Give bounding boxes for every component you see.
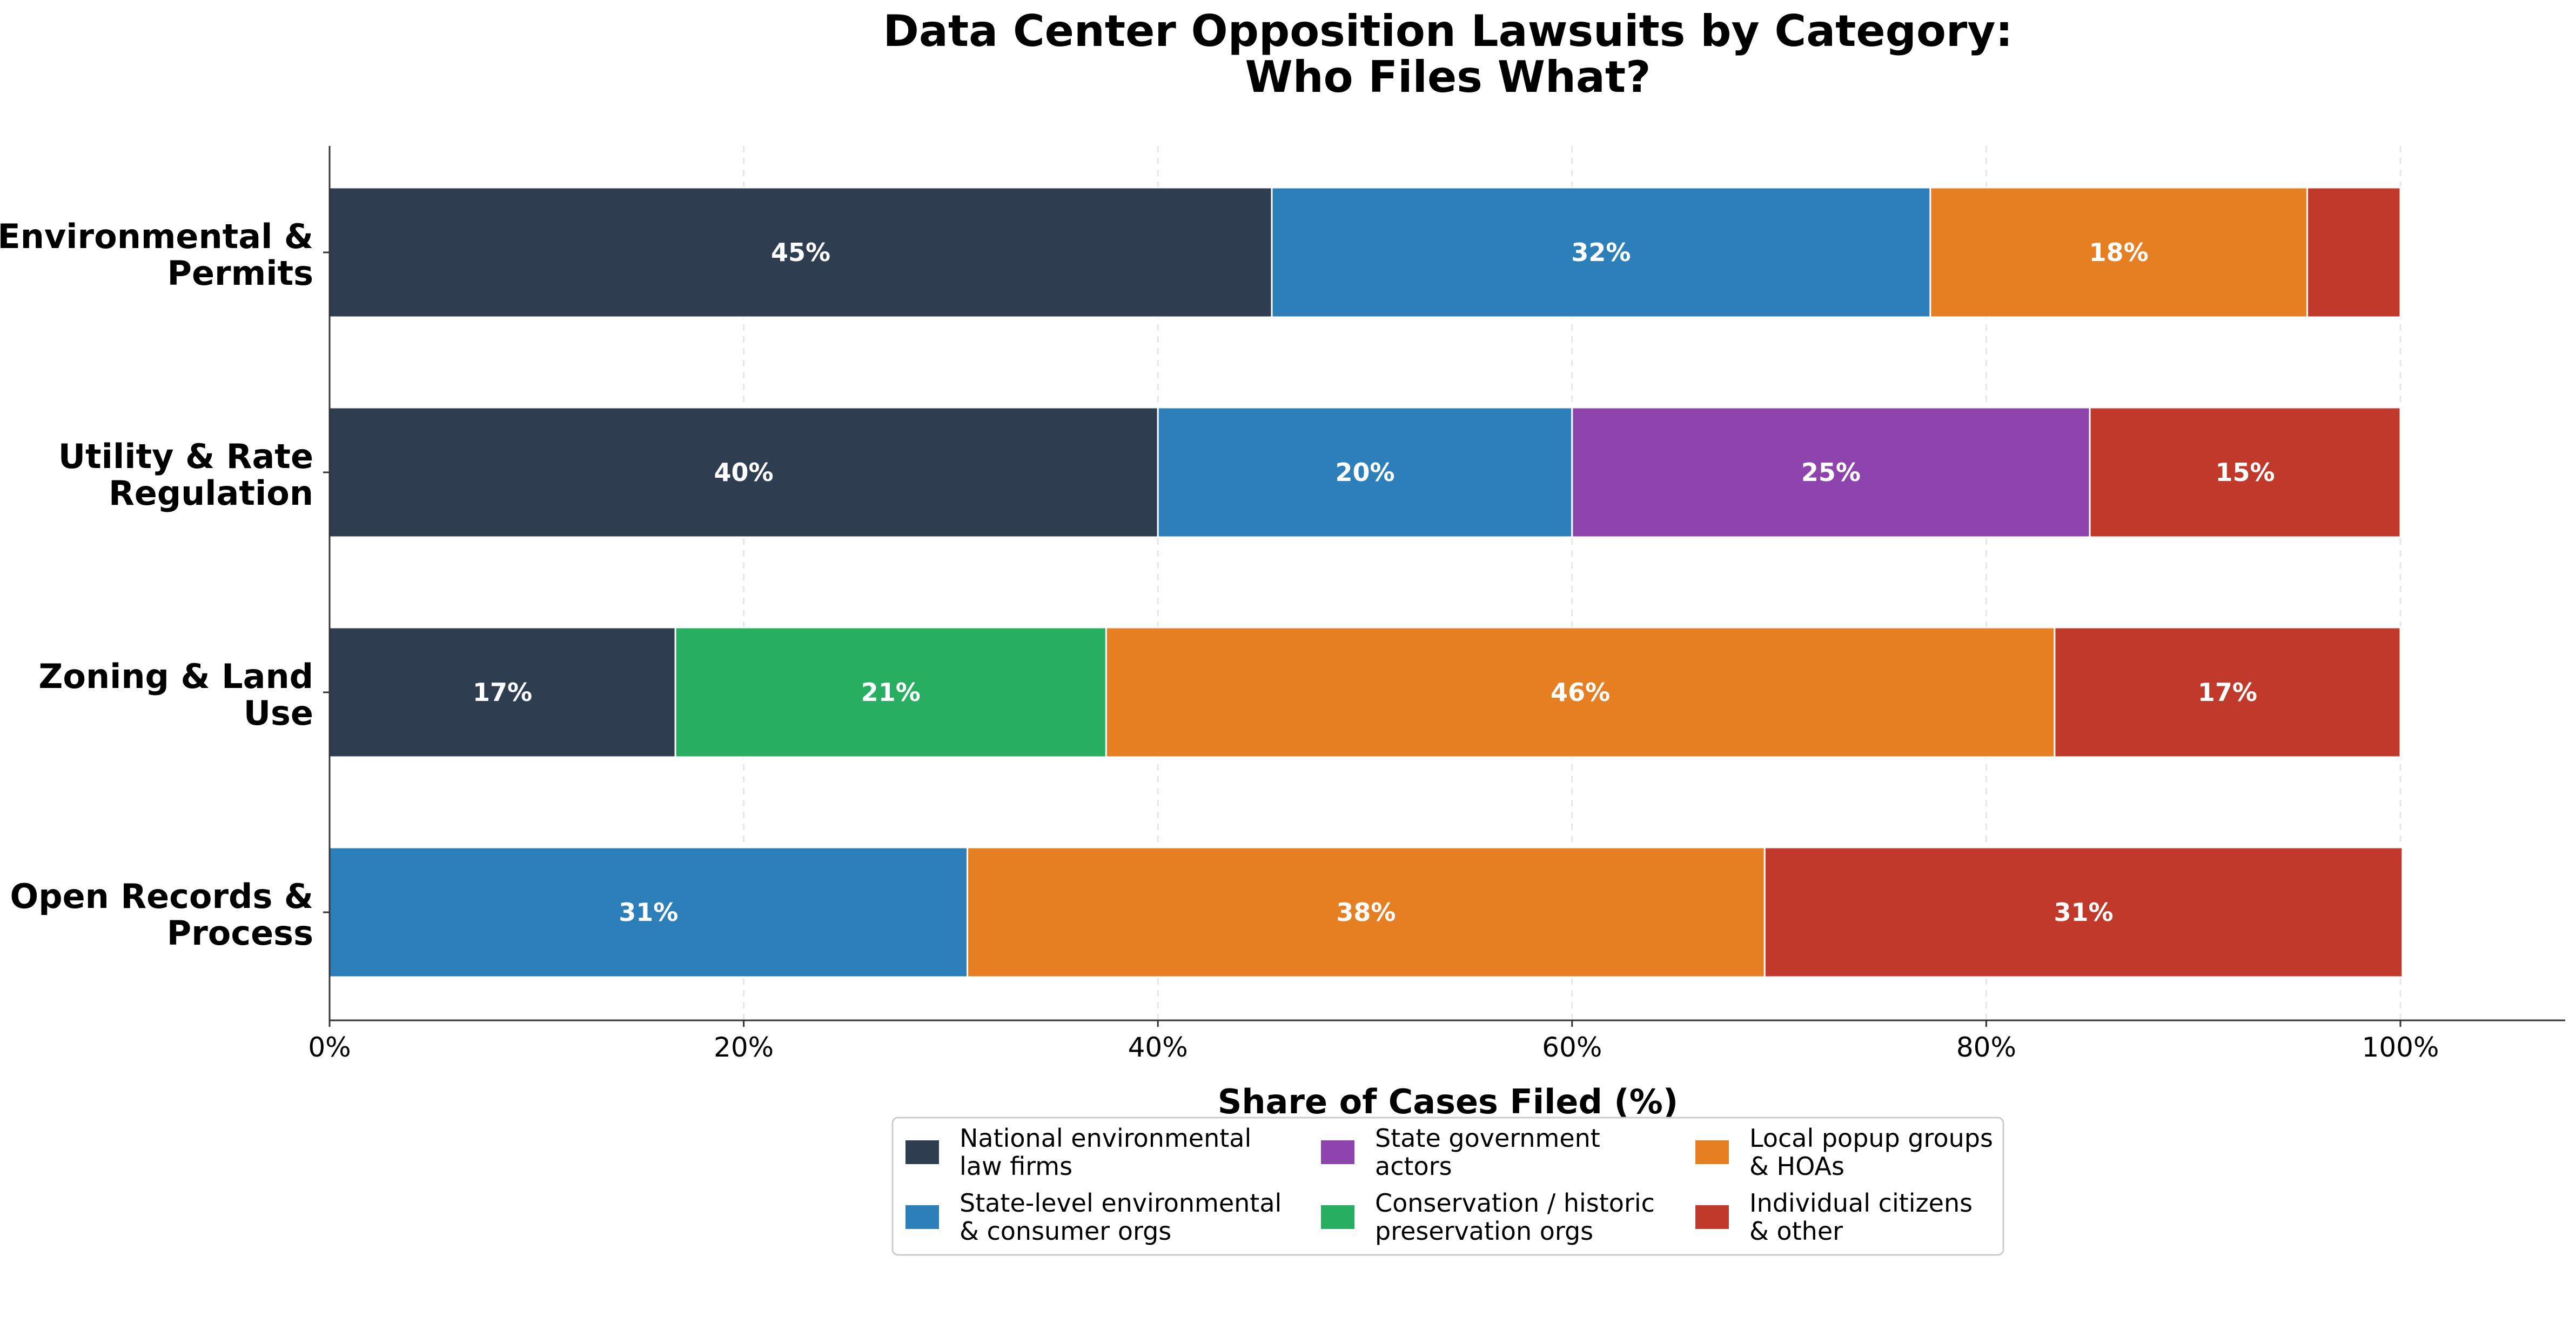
chart-title-line: Who Files What? bbox=[1245, 52, 1651, 102]
axes bbox=[323, 146, 2565, 1027]
legend-label: State-level environmental bbox=[960, 1188, 1282, 1218]
bar-value-label: 21% bbox=[861, 678, 921, 707]
bars: 45% 32% 18% 40% 20% 25% 15% 17% 21% 46% 17% 31% 38% 3… bbox=[328, 186, 2404, 978]
x-tick-labels: 0% 20% 40% 60% 80% 100% bbox=[308, 1032, 2439, 1063]
bar-segment bbox=[2054, 626, 2401, 758]
bar-segment bbox=[328, 406, 1159, 538]
bar-value-label: 18% bbox=[2089, 238, 2149, 267]
legend-label: preservation orgs bbox=[1375, 1217, 1593, 1246]
x-axis-title: Share of Cases Filed (%) bbox=[1218, 1082, 1678, 1121]
bar-value-label: 32% bbox=[1571, 238, 1631, 267]
bar-segment bbox=[328, 186, 1273, 318]
bar-value-label: 45% bbox=[771, 238, 830, 267]
bar-segment bbox=[328, 846, 969, 978]
bar-segment bbox=[2089, 406, 2401, 538]
bar-value-label: 46% bbox=[1551, 678, 1610, 707]
bar-segment bbox=[2306, 186, 2401, 318]
chart-title: Data Center Opposition Lawsuits by Categ… bbox=[883, 6, 2013, 102]
x-tick-label: 40% bbox=[1128, 1032, 1188, 1063]
x-axis-label: Share of Cases Filed (%) bbox=[1218, 1082, 1678, 1121]
bar-segment bbox=[674, 626, 1107, 758]
legend-label: Individual citizens bbox=[1749, 1188, 1973, 1218]
x-tick-label: 100% bbox=[2362, 1032, 2439, 1063]
category-label: Regulation bbox=[109, 473, 313, 513]
bar-value-label: 38% bbox=[1336, 898, 1396, 927]
category-label: Zoning & Land bbox=[38, 657, 313, 696]
legend-label: actors bbox=[1375, 1152, 1452, 1181]
bar-value-label: 25% bbox=[1801, 458, 1861, 487]
legend-swatch bbox=[905, 1205, 939, 1229]
bar-segment bbox=[1763, 846, 2404, 978]
legend-label: National environmental bbox=[960, 1124, 1251, 1153]
legend-label: & consumer orgs bbox=[960, 1217, 1171, 1246]
x-tick-label: 80% bbox=[1956, 1032, 2016, 1063]
bar-segment bbox=[1105, 626, 2056, 758]
bar-segment bbox=[1929, 186, 2309, 318]
bar-segment bbox=[1571, 406, 2091, 538]
category-label: Process bbox=[167, 913, 313, 953]
legend-swatch bbox=[1695, 1140, 1729, 1164]
x-tick-label: 0% bbox=[308, 1032, 351, 1063]
category-label: Open Records & bbox=[10, 877, 313, 916]
bar-segment bbox=[967, 846, 1766, 978]
bar-value-label: 17% bbox=[2198, 678, 2257, 707]
bar-value-label: 15% bbox=[2215, 458, 2275, 487]
bar-value-label: 31% bbox=[619, 898, 678, 927]
bar-value-label: 17% bbox=[473, 678, 532, 707]
legend-label: State government bbox=[1375, 1124, 1600, 1153]
bar-value-label: 40% bbox=[714, 458, 774, 487]
legend-label: Conservation / historic bbox=[1375, 1188, 1655, 1218]
bar-segment bbox=[328, 626, 676, 758]
legend-swatch bbox=[1321, 1140, 1354, 1164]
category-label: Use bbox=[244, 693, 313, 733]
legend-label: & other bbox=[1749, 1217, 1843, 1246]
bar-value-label: 31% bbox=[2054, 898, 2113, 927]
category-label: Utility & Rate bbox=[58, 437, 313, 476]
bar-segment bbox=[1157, 406, 1573, 538]
legend-swatch bbox=[1321, 1205, 1354, 1229]
legend-label: & HOAs bbox=[1749, 1152, 1844, 1181]
chart-title-line: Data Center Opposition Lawsuits by Categ… bbox=[883, 6, 2013, 56]
category-label: Environmental & bbox=[0, 217, 313, 256]
legend-label: law firms bbox=[960, 1152, 1072, 1181]
x-tick-label: 60% bbox=[1542, 1032, 1602, 1063]
legend-swatch bbox=[1695, 1205, 1729, 1229]
legend-swatch bbox=[905, 1140, 939, 1164]
legend-label: Local popup groups bbox=[1749, 1124, 1993, 1153]
category-label: Permits bbox=[167, 253, 313, 293]
x-tick-label: 20% bbox=[714, 1032, 774, 1063]
category-labels: Environmental &Permits Utility & RateRegu… bbox=[0, 217, 313, 953]
bar-value-label: 20% bbox=[1335, 458, 1394, 487]
